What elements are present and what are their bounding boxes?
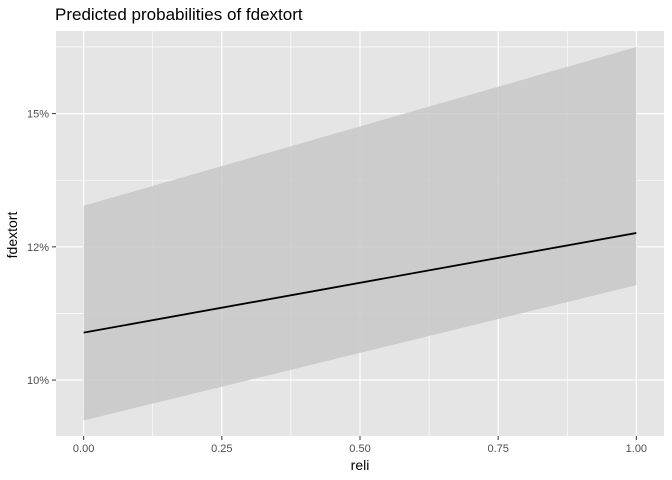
x-tick-label: 1.00	[626, 443, 647, 455]
y-tick-label: 12%	[27, 242, 49, 254]
prediction-lines	[83, 232, 637, 334]
y-axis-title: fdextort	[4, 212, 20, 259]
prediction-line	[83, 232, 637, 334]
y-tick-label: 10%	[27, 375, 49, 387]
x-tick-label: 0.50	[349, 443, 370, 455]
x-tick-label: 0.75	[487, 443, 508, 455]
confidence-band	[83, 46, 637, 421]
x-axis-title: reli	[351, 457, 370, 473]
x-tick-label: 0.00	[73, 443, 94, 455]
x-tick-label: 0.25	[211, 443, 232, 455]
y-axis: 10% 12% 15%	[27, 109, 56, 387]
chart-title: Predicted probabilities of fdextort	[55, 5, 303, 24]
y-tick-label: 15%	[27, 109, 49, 121]
x-axis: 0.00 0.25 0.50 0.75 1.00	[73, 436, 647, 455]
confidence-bands	[83, 46, 637, 421]
